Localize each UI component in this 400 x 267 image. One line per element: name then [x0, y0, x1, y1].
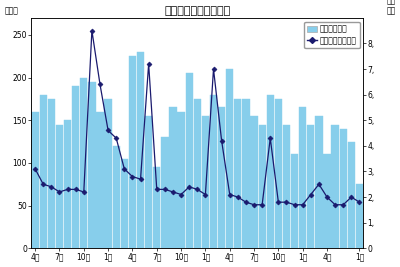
Bar — [226, 69, 233, 248]
Bar — [96, 112, 104, 248]
Bar — [169, 107, 177, 248]
Bar — [242, 99, 250, 248]
Bar — [356, 184, 363, 248]
Bar — [315, 116, 322, 248]
Y-axis label: （件）: （件） — [4, 6, 18, 15]
Bar — [56, 124, 63, 248]
Bar — [218, 107, 225, 248]
Title: 件数・負債総額の推移: 件数・負債総額の推移 — [164, 6, 230, 16]
Bar — [161, 137, 168, 248]
Bar — [299, 107, 306, 248]
Bar — [323, 154, 331, 248]
Bar — [72, 86, 79, 248]
Bar — [186, 73, 193, 248]
Bar — [40, 95, 47, 248]
Bar — [348, 142, 355, 248]
Bar — [145, 116, 152, 248]
Bar — [112, 146, 120, 248]
Bar — [250, 116, 258, 248]
Bar — [332, 124, 339, 248]
Bar — [137, 52, 144, 248]
Legend: 件数（左軸）, 負債総額（右軸）: 件数（左軸）, 負債総額（右軸） — [304, 22, 360, 48]
Bar — [64, 120, 71, 248]
Bar — [267, 95, 274, 248]
Bar — [88, 82, 96, 248]
Bar — [283, 124, 290, 248]
Bar — [194, 99, 201, 248]
Bar — [340, 129, 347, 248]
Bar — [121, 159, 128, 248]
Bar — [234, 99, 242, 248]
Bar — [291, 154, 298, 248]
Bar — [80, 77, 88, 248]
Bar — [258, 124, 266, 248]
Bar — [210, 95, 217, 248]
Bar — [104, 99, 112, 248]
Bar — [48, 99, 55, 248]
Bar — [275, 99, 282, 248]
Bar — [307, 124, 314, 248]
Bar — [32, 112, 39, 248]
Bar — [129, 56, 136, 248]
Bar — [153, 167, 160, 248]
Bar — [202, 116, 209, 248]
Y-axis label: （億
円）: （億 円） — [387, 0, 396, 15]
Bar — [178, 112, 185, 248]
